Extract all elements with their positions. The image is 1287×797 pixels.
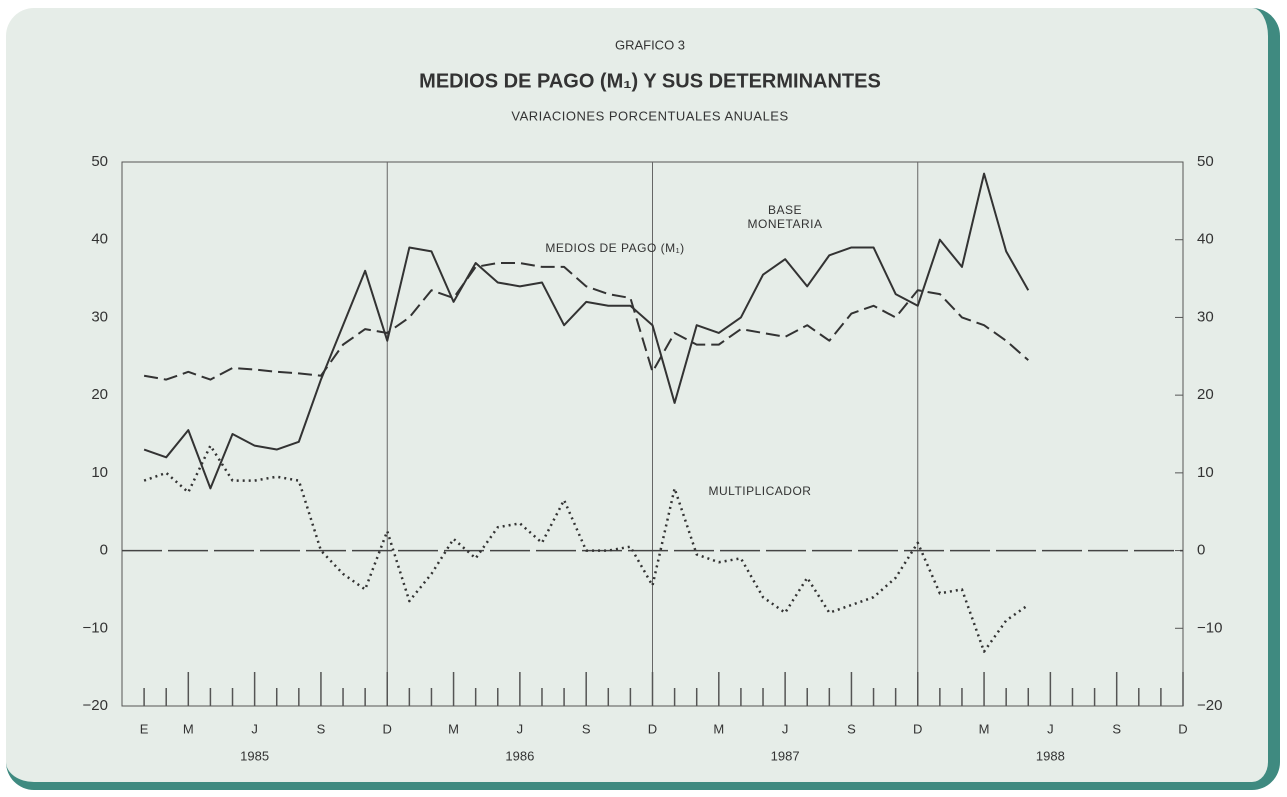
x-tick-label: J <box>251 721 258 736</box>
y-tick-label: 30 <box>91 308 108 325</box>
y-tick-label: 50 <box>91 153 108 170</box>
y-tick-label-right: 10 <box>1197 464 1214 481</box>
year-label: 1985 <box>240 748 269 763</box>
year-label: 1988 <box>1036 748 1065 763</box>
x-tick-label: D <box>383 721 392 736</box>
x-tick-label: S <box>317 721 326 736</box>
chart-label: GRAFICO 3 <box>615 37 685 52</box>
y-tick-label: 20 <box>91 386 108 403</box>
series-label: MEDIOS DE PAGO (M₁) <box>545 241 685 255</box>
y-tick-label: −20 <box>83 697 108 714</box>
x-tick-label: E <box>140 721 149 736</box>
y-tick-label-right: −10 <box>1197 619 1222 636</box>
x-tick-label: M <box>448 721 459 736</box>
x-tick-label: M <box>979 721 990 736</box>
y-tick-label-right: 0 <box>1197 542 1205 559</box>
year-label: 1986 <box>505 748 534 763</box>
panel <box>6 8 1280 790</box>
year-label: 1987 <box>771 748 800 763</box>
y-tick-label: 0 <box>100 542 108 559</box>
chart-subtitle: VARIACIONES PORCENTUALES ANUALES <box>511 108 788 123</box>
series-label: MULTIPLICADOR <box>708 484 812 498</box>
series-line <box>143 172 1030 490</box>
y-tick-label-right: 20 <box>1197 386 1214 403</box>
y-tick-label: 40 <box>91 231 108 248</box>
y-tick-label: −10 <box>83 619 108 636</box>
x-tick-label: D <box>913 721 922 736</box>
y-tick-label: 10 <box>91 464 108 481</box>
y-tick-label-right: 30 <box>1197 308 1214 325</box>
chart-title: MEDIOS DE PAGO (M₁) Y SUS DETERMINANTES <box>419 70 881 92</box>
x-tick-label: M <box>713 721 724 736</box>
y-tick-label-right: 50 <box>1197 153 1214 170</box>
x-tick-label: S <box>847 721 856 736</box>
y-tick-label-right: −20 <box>1197 697 1222 714</box>
series-line <box>143 262 1029 381</box>
series-label: BASE MONETARIA <box>747 203 823 231</box>
y-tick-label-right: 40 <box>1197 231 1214 248</box>
x-tick-label: J <box>1047 721 1054 736</box>
x-tick-label: J <box>517 721 524 736</box>
x-tick-label: S <box>1112 721 1121 736</box>
x-tick-label: D <box>1178 721 1187 736</box>
x-tick-label: M <box>183 721 194 736</box>
x-tick-label: D <box>648 721 657 736</box>
x-tick-label: S <box>582 721 591 736</box>
x-tick-label: J <box>782 721 789 736</box>
series-line <box>143 444 1029 653</box>
